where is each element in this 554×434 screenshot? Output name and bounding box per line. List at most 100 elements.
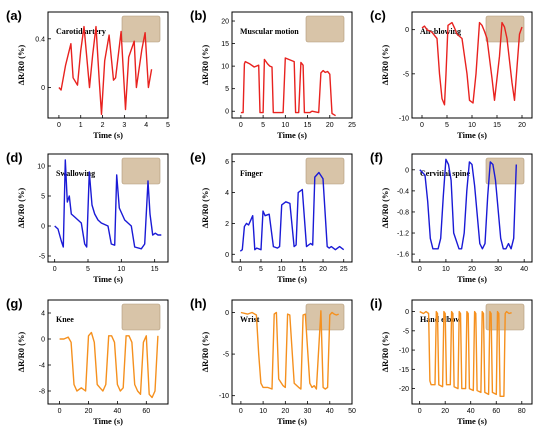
inset-photo [305, 303, 345, 331]
plot-frame [47, 299, 169, 405]
panel-letter: (h) [190, 296, 207, 311]
y-tick-label: 0 [405, 27, 409, 34]
x-tick-label: 25 [348, 122, 356, 129]
y-tick-label: -15 [399, 367, 409, 374]
plot-frame [47, 153, 169, 263]
panel-c: (c) Air-blowing 0 5 10 15 20 0 -5 -10 Time (s) ΔR/R… [370, 8, 533, 140]
x-tick-label: 15 [298, 266, 306, 273]
y-tick-label: 15 [221, 41, 229, 48]
x-tick-label: 5 [86, 266, 90, 273]
x-tick-label: 10 [468, 122, 476, 129]
x-tick-label: 40 [113, 408, 121, 415]
x-tick-label: 0 [57, 122, 61, 129]
panel-title: Air-blowing [420, 27, 461, 36]
x-tick-label: 40 [326, 408, 334, 415]
panel-e: (e) Finger 0 5 10 15 20 25 0 2 4 6 Time (s) ΔR/R0 (%) [190, 150, 353, 284]
y-tick-label: -8 [39, 389, 45, 396]
x-tick-label: 10 [117, 266, 125, 273]
panel-letter: (a) [6, 8, 22, 23]
x-tick-label: 15 [151, 266, 159, 273]
x-tick-label: 15 [304, 122, 312, 129]
plot-frame [47, 11, 169, 119]
panel-letter: (d) [6, 150, 23, 165]
panel-title: Wrist [240, 315, 260, 324]
x-tick-label: 40 [467, 408, 475, 415]
x-tick-label: 60 [142, 408, 150, 415]
panel-title: Carotid artery [56, 27, 106, 36]
y-tick-label: -10 [399, 116, 409, 123]
x-tick-label: 0 [239, 122, 243, 129]
inset-photo [121, 15, 161, 43]
x-tick-label: 20 [85, 408, 93, 415]
y-tick-label: 10 [221, 64, 229, 71]
plot-frame [231, 299, 353, 405]
y-tick-label: 0 [41, 224, 45, 231]
panel-b: (b) Muscular motion 0 5 10 15 20 25 0 5 10 15 20 Time… [190, 8, 356, 140]
x-axis-label: Time (s) [457, 130, 487, 140]
panel-letter: (f) [370, 150, 383, 165]
y-axis-label: ΔR/R0 (%) [200, 332, 210, 373]
y-tick-label: 0 [41, 337, 45, 344]
x-axis-label: Time (s) [277, 130, 307, 140]
y-tick-label: -1.2 [397, 231, 409, 238]
x-tick-label: 5 [261, 122, 265, 129]
panel-title: Swallowing [56, 169, 95, 178]
panel-letter: (c) [370, 8, 386, 23]
y-tick-label: -20 [399, 386, 409, 393]
x-tick-label: 1 [79, 122, 83, 129]
y-tick-label: 0 [405, 309, 409, 316]
x-tick-label: 2 [101, 122, 105, 129]
x-tick-label: 4 [144, 122, 148, 129]
y-tick-label: -1.6 [397, 252, 409, 259]
x-tick-label: 20 [319, 266, 327, 273]
y-tick-label: -5 [223, 352, 229, 359]
x-tick-label: 5 [166, 122, 170, 129]
x-tick-label: 0 [239, 408, 243, 415]
y-tick-label: 5 [41, 194, 45, 201]
y-axis-label: ΔR/R0 (%) [200, 45, 210, 86]
y-tick-label: -5 [39, 254, 45, 261]
plot-frame [411, 299, 533, 405]
x-axis-label: Time (s) [93, 274, 123, 284]
x-tick-label: 0 [238, 266, 242, 273]
y-tick-label: -10 [399, 348, 409, 355]
y-tick-label: 5 [225, 86, 229, 93]
y-axis-label: ΔR/R0 (%) [16, 332, 26, 373]
panel-a: (a) Carotid artery 0 1 2 3 4 5 0 0.4 Time (s) ΔR/R0… [6, 8, 170, 140]
y-axis-label: ΔR/R0 (%) [380, 332, 390, 373]
inset-photo [485, 157, 525, 185]
inset-photo [305, 15, 345, 43]
x-tick-label: 20 [326, 122, 334, 129]
panel-letter: (b) [190, 8, 207, 23]
series-line [421, 21, 523, 106]
x-tick-label: 10 [442, 266, 450, 273]
y-tick-label: -10 [219, 393, 229, 400]
series-line [54, 159, 162, 250]
plot-frame [231, 11, 353, 119]
y-axis-label: ΔR/R0 (%) [200, 188, 210, 229]
x-tick-label: 30 [494, 266, 502, 273]
x-tick-label: 0 [418, 408, 422, 415]
y-tick-label: -5 [403, 328, 409, 335]
series-line [419, 158, 517, 250]
y-tick-label: 0 [225, 109, 229, 116]
y-tick-label: 0 [41, 85, 45, 92]
x-tick-label: 20 [468, 266, 476, 273]
x-axis-label: Time (s) [277, 416, 307, 426]
x-tick-label: 10 [259, 408, 267, 415]
x-tick-label: 0 [58, 408, 62, 415]
y-tick-label: -4 [39, 363, 45, 370]
y-axis-label: ΔR/R0 (%) [16, 45, 26, 86]
y-tick-label: -0.8 [397, 209, 409, 216]
y-tick-label: 4 [41, 311, 45, 318]
y-tick-label: 0 [225, 310, 229, 317]
inset-photo [121, 303, 161, 331]
y-tick-label: 2 [225, 221, 229, 228]
y-tick-label: 0 [405, 167, 409, 174]
x-tick-label: 20 [281, 408, 289, 415]
series-line [419, 310, 512, 397]
x-tick-label: 5 [445, 122, 449, 129]
x-tick-label: 3 [122, 122, 126, 129]
y-tick-label: 6 [225, 159, 229, 166]
x-tick-label: 5 [259, 266, 263, 273]
